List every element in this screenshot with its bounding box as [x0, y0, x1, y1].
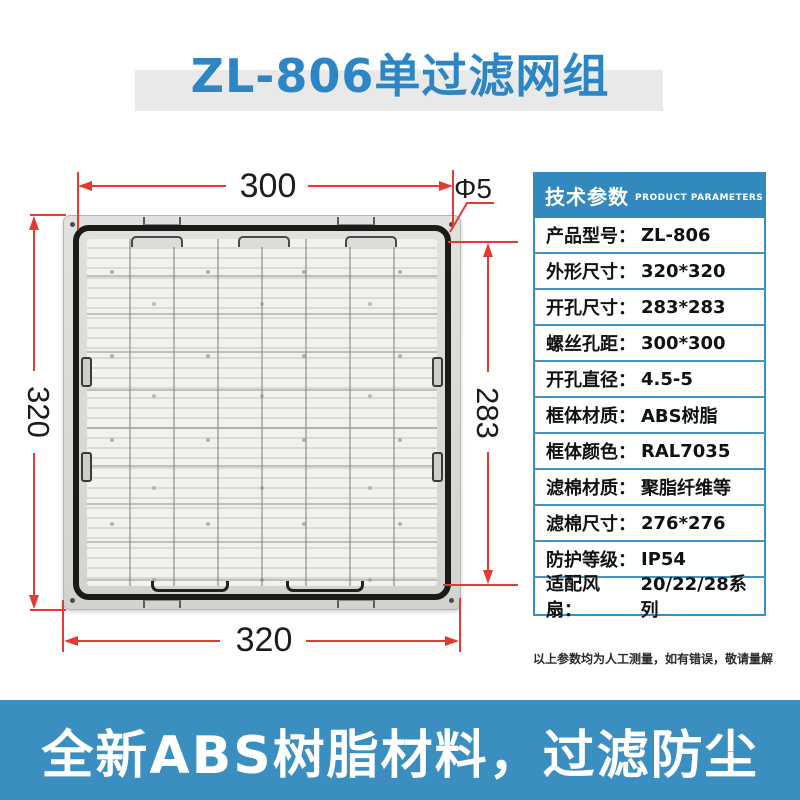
parameter-value: RAL7035 [641, 440, 731, 462]
parameter-value: 4.5-5 [641, 368, 693, 390]
parameter-row: 适配风扇： 20/22/28系列 [535, 574, 764, 621]
dimension-label-top: 300 [239, 167, 297, 205]
side-clip [81, 357, 92, 388]
parameter-value: ABS树脂 [641, 406, 718, 427]
grille-handle [238, 236, 291, 247]
dimension-label-right: 283 [470, 387, 505, 439]
parameter-label: 滤棉尺寸： [546, 514, 636, 535]
parameters-title-en: PRODUCT PARAMETERS [635, 193, 764, 203]
parameter-row: 防护等级： IP54 [535, 542, 764, 578]
parameter-label: 适配风扇： [546, 574, 600, 621]
parameter-value: ZL-806 [641, 224, 711, 246]
parameter-value: 20/22/28系列 [640, 574, 747, 621]
parameter-row: 滤棉尺寸： 276*276 [535, 506, 764, 542]
dimension-label-hole-diameter: Φ5 [454, 173, 492, 204]
parameters-title-cn: 技术参数 [545, 184, 629, 209]
filter-frame-photo [63, 215, 461, 610]
parameter-row: 框体颜色： RAL7035 [535, 434, 764, 470]
side-clip [81, 451, 92, 482]
bottom-banner: 全新ABS树脂材料，过滤防尘 [0, 700, 800, 800]
parameter-label: 框体材质： [546, 406, 636, 427]
side-clip [432, 357, 443, 388]
frame-notch [143, 600, 182, 608]
parameter-value: 聚脂纤维等 [641, 478, 731, 499]
grille-latch [151, 581, 230, 592]
parameter-label: 框体颜色： [546, 442, 636, 463]
parameter-label: 外形尺寸： [546, 262, 636, 283]
parameter-value: 320*320 [641, 260, 726, 282]
parameter-row: 产品型号： ZL-806 [535, 218, 764, 254]
screw-hole [449, 598, 454, 603]
parameters-panel-header: 技术参数 PRODUCT PARAMETERS [533, 172, 766, 218]
screw-hole [449, 222, 454, 227]
disclaimer-note: 以上参数均为人工测量，如有错误，敬请量解 [533, 652, 774, 666]
frame-notch [143, 217, 182, 225]
parameter-row: 外形尺寸： 320*320 [535, 254, 764, 290]
parameter-value: 300*300 [641, 332, 726, 354]
parameter-label: 开孔尺寸： [546, 298, 636, 319]
parameters-table: 产品型号： ZL-806 外形尺寸： 320*320 开孔尺寸： 283*283… [533, 218, 766, 621]
parameter-label: 产品型号： [546, 226, 636, 247]
parameter-row: 开孔直径： 4.5-5 [535, 362, 764, 398]
side-clip [432, 451, 443, 482]
parameter-row: 开孔尺寸： 283*283 [535, 290, 764, 326]
frame-notch [337, 600, 376, 608]
parameter-label: 滤棉材质： [546, 478, 636, 499]
parameter-label: 螺丝孔距： [546, 334, 636, 355]
grille-latch [285, 581, 364, 592]
page-title: ZL-806单过滤网组 [190, 49, 610, 103]
screw-hole [70, 598, 75, 603]
parameter-row: 螺丝孔距： 300*300 [535, 326, 764, 362]
grille-handle [131, 236, 184, 247]
title-band [135, 70, 663, 111]
parameter-row: 滤棉材质： 聚脂纤维等 [535, 470, 764, 506]
parameter-label: 防护等级： [546, 550, 636, 571]
parameters-panel: 技术参数 PRODUCT PARAMETERS 产品型号： ZL-806 外形尺… [533, 172, 773, 666]
dimension-label-bottom: 320 [235, 621, 293, 659]
grille-handle [345, 236, 398, 247]
parameter-row: 框体材质： ABS树脂 [535, 398, 764, 434]
filter-grille [87, 239, 437, 586]
parameter-value: IP54 [641, 548, 686, 570]
rubber-gasket [73, 225, 451, 600]
screw-hole [70, 222, 75, 227]
parameter-value: 283*283 [641, 296, 726, 318]
dimension-label-left: 320 [21, 386, 56, 438]
parameter-label: 开孔直径： [546, 370, 636, 391]
banner-text: 全新ABS树脂材料，过滤防尘 [41, 725, 759, 786]
parameter-value: 276*276 [641, 512, 726, 534]
frame-notch [337, 217, 376, 225]
